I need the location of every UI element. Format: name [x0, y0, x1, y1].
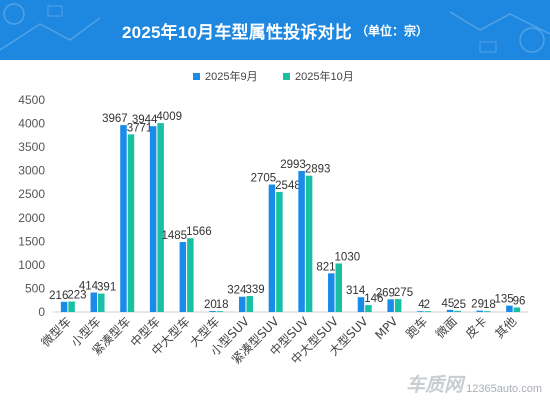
data-label: 339	[245, 284, 264, 296]
banner-decoration-left	[0, 3, 100, 51]
legend-swatch	[193, 73, 200, 80]
data-label: 29	[471, 299, 484, 311]
data-label: 4	[418, 299, 425, 311]
category-label: 其他	[492, 314, 519, 341]
legend-swatch	[283, 73, 290, 80]
bar-sep	[328, 273, 335, 312]
data-label: 269	[376, 287, 395, 299]
data-label: 45	[441, 298, 454, 310]
y-tick-label: 2000	[18, 211, 45, 225]
y-tick-label: 0	[38, 305, 45, 319]
data-label: 2893	[305, 164, 331, 176]
bar-sep	[476, 310, 483, 312]
bar-oct	[68, 301, 75, 312]
data-label: 2	[424, 299, 430, 311]
bar-oct	[424, 311, 432, 312]
data-label: 314	[346, 285, 366, 297]
bar-oct	[483, 311, 491, 312]
chart-unit: （单位：宗）	[355, 23, 428, 38]
watermark-url: 12365auto.com	[466, 383, 542, 395]
data-label: 2548	[275, 180, 301, 192]
bar-sep	[149, 126, 157, 312]
bar-oct	[335, 263, 343, 312]
bar-oct	[127, 134, 135, 312]
data-label: 96	[513, 295, 526, 307]
bar-sep	[209, 311, 216, 312]
data-label: 821	[316, 261, 335, 273]
legend-label: 2025年9月	[205, 69, 258, 83]
data-label: 1485	[162, 230, 188, 242]
category-label: 微面	[433, 314, 460, 341]
y-tick-label: 1500	[18, 234, 45, 248]
data-label: 135	[494, 294, 513, 306]
bar-oct	[513, 307, 521, 312]
bar-oct	[216, 311, 224, 312]
data-label: 414	[79, 280, 99, 292]
y-tick-label: 2500	[18, 187, 45, 201]
y-tick-label: 500	[25, 281, 45, 295]
data-label: 216	[49, 290, 68, 302]
bar-oct	[394, 299, 402, 312]
data-label: 18	[483, 299, 496, 311]
bar-oct	[305, 175, 313, 312]
data-label: 223	[67, 289, 86, 301]
bar-sep	[238, 296, 246, 312]
bar-oct	[187, 238, 194, 312]
bar-sep	[90, 292, 98, 312]
watermark-brand: 车质网	[406, 375, 464, 396]
legend-label: 2025年10月	[295, 69, 354, 83]
bar-sep	[120, 125, 127, 312]
data-label: 3771	[127, 122, 153, 134]
bar-oct	[276, 191, 283, 312]
category-label: 跑车	[403, 314, 431, 342]
data-label: 2993	[280, 159, 306, 171]
data-label: 1566	[186, 226, 212, 238]
data-label: 3967	[102, 113, 128, 125]
bar-oct	[98, 293, 105, 312]
data-label: 2705	[251, 173, 277, 185]
title-banner: 2025年10月车型属性投诉对比 （单位：宗）	[0, 0, 550, 60]
bar-oct	[365, 305, 372, 312]
data-label: 275	[394, 287, 413, 299]
bar-sep	[60, 301, 68, 312]
data-label: 25	[453, 299, 466, 311]
data-label: 1030	[335, 251, 361, 263]
data-label: 18	[216, 299, 229, 311]
category-label: 皮卡	[463, 314, 490, 341]
watermark: 车质网 12365auto.com	[406, 370, 542, 397]
bar-sep	[179, 242, 187, 312]
bar-oct	[246, 296, 253, 312]
bar-sep	[298, 170, 305, 312]
banner-decoration-right	[450, 11, 550, 53]
y-tick-label: 4500	[18, 93, 45, 107]
data-label: 3944	[132, 114, 158, 126]
chart-title: 2025年10月车型属性投诉对比	[122, 22, 352, 42]
bar-oct	[454, 310, 461, 312]
bar-oct	[157, 123, 164, 312]
category-label: MPV	[372, 314, 401, 343]
bar-sep	[387, 299, 394, 312]
data-label: 324	[227, 285, 247, 297]
data-label: 20	[204, 299, 217, 311]
bar-sep	[446, 309, 454, 312]
data-label: 146	[364, 293, 383, 305]
bar-sep	[506, 305, 513, 312]
data-label: 4009	[156, 111, 182, 123]
y-tick-label: 3500	[18, 140, 45, 154]
y-tick-label: 4000	[18, 117, 45, 131]
y-tick-label: 1000	[18, 258, 45, 272]
data-label: 391	[97, 282, 116, 294]
y-tick-label: 3000	[18, 164, 45, 178]
bar-sep	[357, 297, 365, 312]
bar-sep	[417, 311, 424, 312]
bar-sep	[268, 184, 276, 312]
